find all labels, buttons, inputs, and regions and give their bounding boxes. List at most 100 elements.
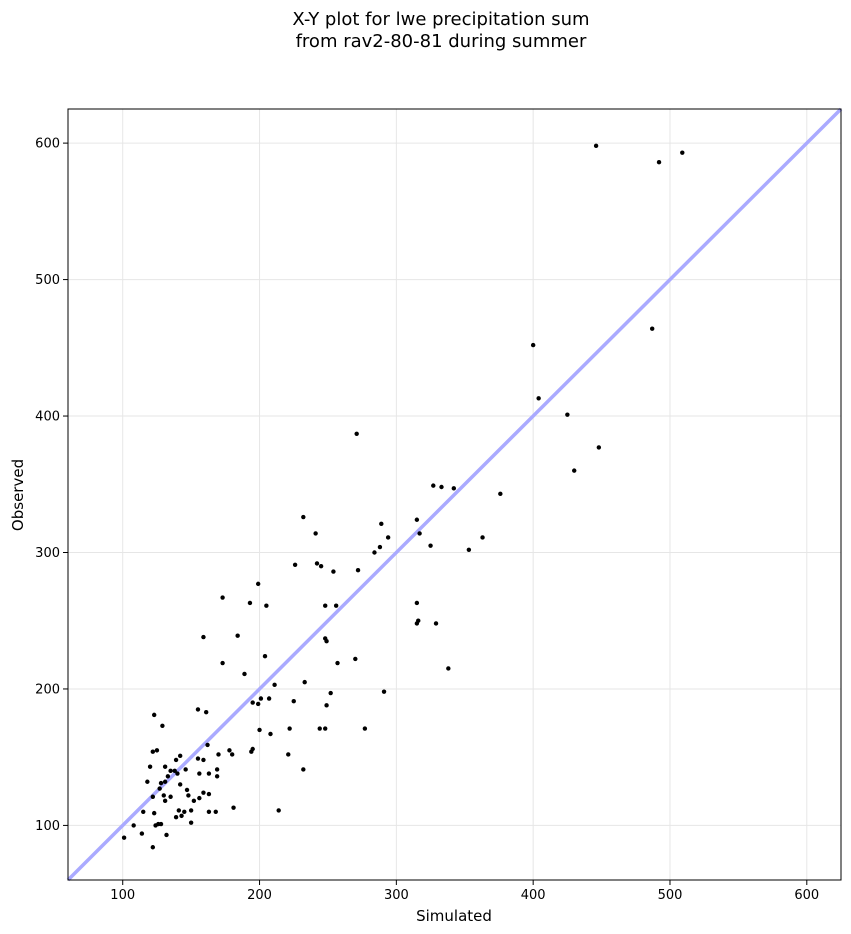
x-tick-label: 200 [247,888,272,903]
data-point [175,771,180,776]
data-point [176,808,182,813]
reference-line-layer [66,107,843,882]
data-point [242,671,247,677]
data-point [184,787,190,793]
data-point [381,689,387,694]
data-point [165,774,171,779]
data-point [333,603,339,608]
data-point [201,757,206,763]
data-point [379,521,384,527]
data-point [250,746,255,752]
data-point [154,748,160,753]
data-point [451,486,457,491]
data-point [151,712,157,718]
data-point [257,727,262,733]
data-point [266,696,272,701]
data-point [201,790,206,795]
data-point [258,696,264,701]
data-point [247,600,253,606]
data-point [262,654,268,659]
plot-frame [67,108,842,881]
data-point [466,547,472,552]
data-point [186,793,191,798]
data-point [205,742,210,748]
data-point [431,483,436,488]
data-point [287,726,292,731]
data-point [157,786,162,791]
data-point [227,748,232,753]
data-point [250,700,255,705]
data-points [121,143,685,850]
data-point [439,484,444,490]
data-point [164,832,169,838]
data-point [301,767,306,772]
data-point [314,561,320,566]
data-point [593,143,599,149]
data-point [220,660,225,666]
data-point [572,468,577,473]
data-point [177,782,183,787]
data-point [268,731,273,737]
data-point [331,569,336,574]
data-point [313,531,318,536]
data-point [145,779,150,784]
data-point [416,618,421,623]
data-point [162,798,168,804]
data-point [150,794,156,799]
data-point [151,810,157,816]
data-point [131,823,136,828]
data-point [302,679,307,685]
chart-title-line-2: from rav2-80-81 during summer [296,31,587,52]
x-tick-label: 300 [384,888,409,903]
data-point [301,514,306,520]
data-point [188,808,194,813]
data-point [649,326,655,331]
x-axis-ticks: 100 200 300 400 500 600 [110,880,819,903]
data-point [173,757,179,763]
data-point [324,703,329,708]
data-point [197,795,202,801]
data-point [206,791,212,797]
data-point [264,603,269,608]
x-tick-label: 400 [521,888,546,903]
data-point [680,150,685,155]
y-tick-label: 500 [35,273,60,288]
data-point [362,726,368,731]
y-tick-label: 400 [35,410,60,425]
data-point [188,820,194,825]
data-point [213,809,218,814]
data-point [414,517,420,522]
x-tick-label: 600 [794,888,819,903]
data-point [162,764,168,769]
data-point [153,823,158,828]
data-point [565,412,570,417]
data-point [292,562,298,567]
data-point [197,771,202,776]
chart-title-line-1: X-Y plot for lwe precipitation sum [292,9,589,30]
data-point [480,535,485,540]
one-to-one-line [66,107,843,882]
data-point [214,774,220,779]
data-point [150,845,156,850]
data-point [229,752,235,757]
data-point [433,621,439,626]
data-point [286,752,291,757]
data-point [428,543,433,548]
data-point [160,723,165,728]
data-point [231,805,236,810]
data-point [335,660,340,666]
data-point [291,699,296,704]
data-point [354,431,359,436]
data-point [179,813,184,819]
data-point [536,396,541,401]
data-point [182,809,187,814]
data-point [214,767,220,772]
data-point [656,160,662,165]
data-point [172,768,177,774]
grid-lines [68,109,841,880]
x-tick-label: 100 [110,888,135,903]
data-point [318,563,324,569]
y-tick-label: 600 [35,137,60,152]
data-point [168,768,173,774]
y-tick-label: 300 [35,546,60,561]
